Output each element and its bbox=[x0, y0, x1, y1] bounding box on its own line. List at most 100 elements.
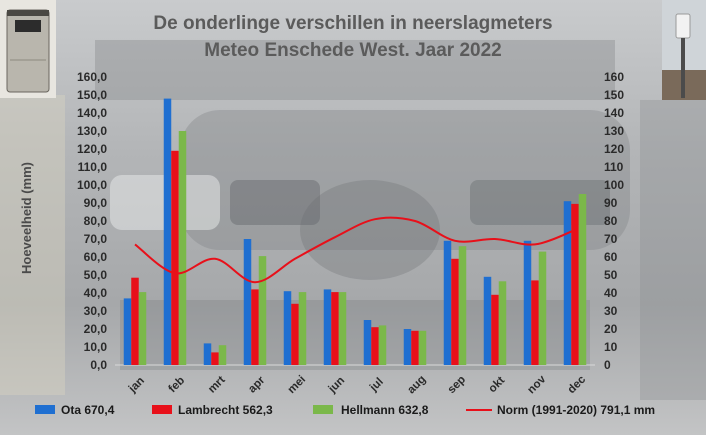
x-tick-dec: dec bbox=[566, 373, 589, 396]
legend-label-norm: Norm (1991-2020) 791,1 mm bbox=[497, 403, 655, 417]
bar-lambrecht-jul bbox=[371, 327, 379, 365]
bar-hellmann-sep bbox=[458, 246, 467, 365]
bar-hellmann-jan bbox=[138, 292, 147, 365]
bar-lambrecht-feb bbox=[171, 150, 179, 365]
y-axis-right: 0 10 20 30 40 50 60 70 80 90 100 110 120 130 140 150 160 bbox=[604, 70, 624, 372]
bar-lambrecht-mrt bbox=[211, 352, 219, 365]
bar-lambrecht-sep bbox=[451, 258, 459, 365]
y-tick-right: 30 bbox=[604, 304, 618, 318]
y-tick-left: 160,0 bbox=[77, 70, 107, 84]
y-tick-right: 160 bbox=[604, 70, 624, 84]
y-tick-right: 80 bbox=[604, 214, 618, 228]
legend-swatch-lambrecht bbox=[152, 405, 172, 414]
bar-hellmann-jun bbox=[338, 292, 347, 365]
y-tick-left: 90,0 bbox=[84, 196, 108, 210]
x-tick-sep: sep bbox=[446, 374, 469, 397]
y-axis-left: 0,0 10,0 20,0 30,0 40,0 50,0 60,0 70,0 80,0 90,0 1… bbox=[77, 70, 107, 372]
bar-hellmann-aug bbox=[418, 330, 427, 365]
bar-lambrecht-dec bbox=[571, 203, 579, 365]
y-tick-left: 130,0 bbox=[77, 124, 107, 138]
bar-lambrecht-nov bbox=[531, 280, 539, 365]
rain-gauge-photo-icon bbox=[0, 0, 56, 98]
y-tick-left: 150,0 bbox=[77, 88, 107, 102]
norm-line-group bbox=[134, 216, 576, 284]
bar-lambrecht-apr bbox=[251, 289, 259, 365]
x-axis: jan feb mrt apr mei jun jul aug sep okt nov dec bbox=[126, 373, 588, 396]
bar-ota-dec bbox=[563, 201, 572, 365]
y-tick-right: 130 bbox=[604, 124, 624, 138]
y-tick-right: 140 bbox=[604, 106, 624, 120]
bar-hellmann-feb bbox=[178, 131, 187, 365]
x-tick-aug: aug bbox=[405, 373, 428, 396]
bar-ota-feb bbox=[163, 98, 172, 365]
legend-swatch-ota bbox=[35, 405, 55, 414]
legend-label-lambrecht: Lambrecht 562,3 bbox=[178, 403, 273, 417]
bar-ota-jan bbox=[123, 298, 132, 365]
y-axis-label: Hoeveelheid (mm) bbox=[19, 162, 34, 274]
bar-ota-jul bbox=[363, 320, 372, 365]
x-tick-apr: apr bbox=[246, 374, 268, 396]
bar-lambrecht-okt bbox=[491, 294, 499, 365]
y-tick-left: 10,0 bbox=[84, 340, 108, 354]
y-tick-right: 60 bbox=[604, 250, 618, 264]
bar-hellmann-okt bbox=[498, 281, 507, 365]
bar-ota-okt bbox=[483, 276, 492, 365]
legend-swatch-hellmann bbox=[313, 405, 333, 414]
y-tick-left: 80,0 bbox=[84, 214, 108, 228]
legend: Ota 670,4 Lambrecht 562,3 Hellmann 632,8… bbox=[35, 403, 655, 417]
bar-hellmann-dec bbox=[578, 194, 587, 365]
y-tick-left: 70,0 bbox=[84, 232, 108, 246]
x-tick-jan: jan bbox=[126, 375, 147, 396]
x-tick-jul: jul bbox=[367, 376, 386, 395]
y-tick-right: 10 bbox=[604, 340, 618, 354]
y-tick-left: 140,0 bbox=[77, 106, 107, 120]
rain-gauge-mast-photo-icon bbox=[662, 0, 706, 100]
x-tick-mei: mei bbox=[286, 374, 309, 397]
x-tick-nov: nov bbox=[525, 373, 548, 396]
y-tick-right: 0 bbox=[604, 358, 611, 372]
bar-hellmann-jul bbox=[378, 325, 387, 365]
y-tick-left: 40,0 bbox=[84, 286, 108, 300]
bar-ota-mrt bbox=[203, 343, 212, 365]
bar-hellmann-mei bbox=[298, 292, 307, 365]
y-tick-right: 110 bbox=[604, 160, 624, 174]
chart-subtitle: Meteo Enschede West. Jaar 2022 bbox=[204, 40, 501, 61]
bar-hellmann-mrt bbox=[218, 345, 227, 365]
x-tick-feb: feb bbox=[167, 375, 188, 396]
y-tick-left: 120,0 bbox=[77, 142, 107, 156]
y-tick-left: 30,0 bbox=[84, 304, 108, 318]
y-tick-left: 20,0 bbox=[84, 322, 108, 336]
bar-ota-aug bbox=[403, 329, 412, 365]
bar-lambrecht-aug bbox=[411, 330, 419, 365]
y-tick-left: 100,0 bbox=[77, 178, 107, 192]
y-tick-right: 40 bbox=[604, 286, 618, 300]
legend-label-hellmann: Hellmann 632,8 bbox=[341, 403, 429, 417]
bar-hellmann-apr bbox=[258, 256, 267, 365]
y-tick-right: 70 bbox=[604, 232, 618, 246]
y-tick-left: 50,0 bbox=[84, 268, 108, 282]
bar-lambrecht-jan bbox=[131, 277, 139, 365]
y-tick-right: 50 bbox=[604, 268, 618, 282]
y-tick-right: 150 bbox=[604, 88, 624, 102]
bar-ota-sep bbox=[443, 240, 452, 365]
bar-lambrecht-mei bbox=[291, 303, 299, 365]
y-tick-left: 60,0 bbox=[84, 250, 108, 264]
bar-hellmann-nov bbox=[538, 251, 547, 365]
x-tick-mrt: mrt bbox=[206, 374, 228, 396]
y-tick-right: 90 bbox=[604, 196, 618, 210]
bar-ota-mei bbox=[283, 291, 292, 365]
chart-title: De onderlinge verschillen in neerslagmet… bbox=[153, 13, 552, 34]
y-tick-left: 0,0 bbox=[90, 358, 107, 372]
y-tick-left: 110,0 bbox=[78, 160, 108, 174]
bar-ota-apr bbox=[243, 239, 252, 365]
bar-ota-jun bbox=[323, 289, 332, 365]
x-tick-jun: jun bbox=[326, 375, 347, 396]
x-tick-okt: okt bbox=[487, 374, 508, 395]
legend-label-ota: Ota 670,4 bbox=[61, 403, 115, 417]
y-tick-right: 120 bbox=[604, 142, 624, 156]
y-tick-right: 100 bbox=[604, 178, 624, 192]
y-tick-right: 20 bbox=[604, 322, 618, 336]
